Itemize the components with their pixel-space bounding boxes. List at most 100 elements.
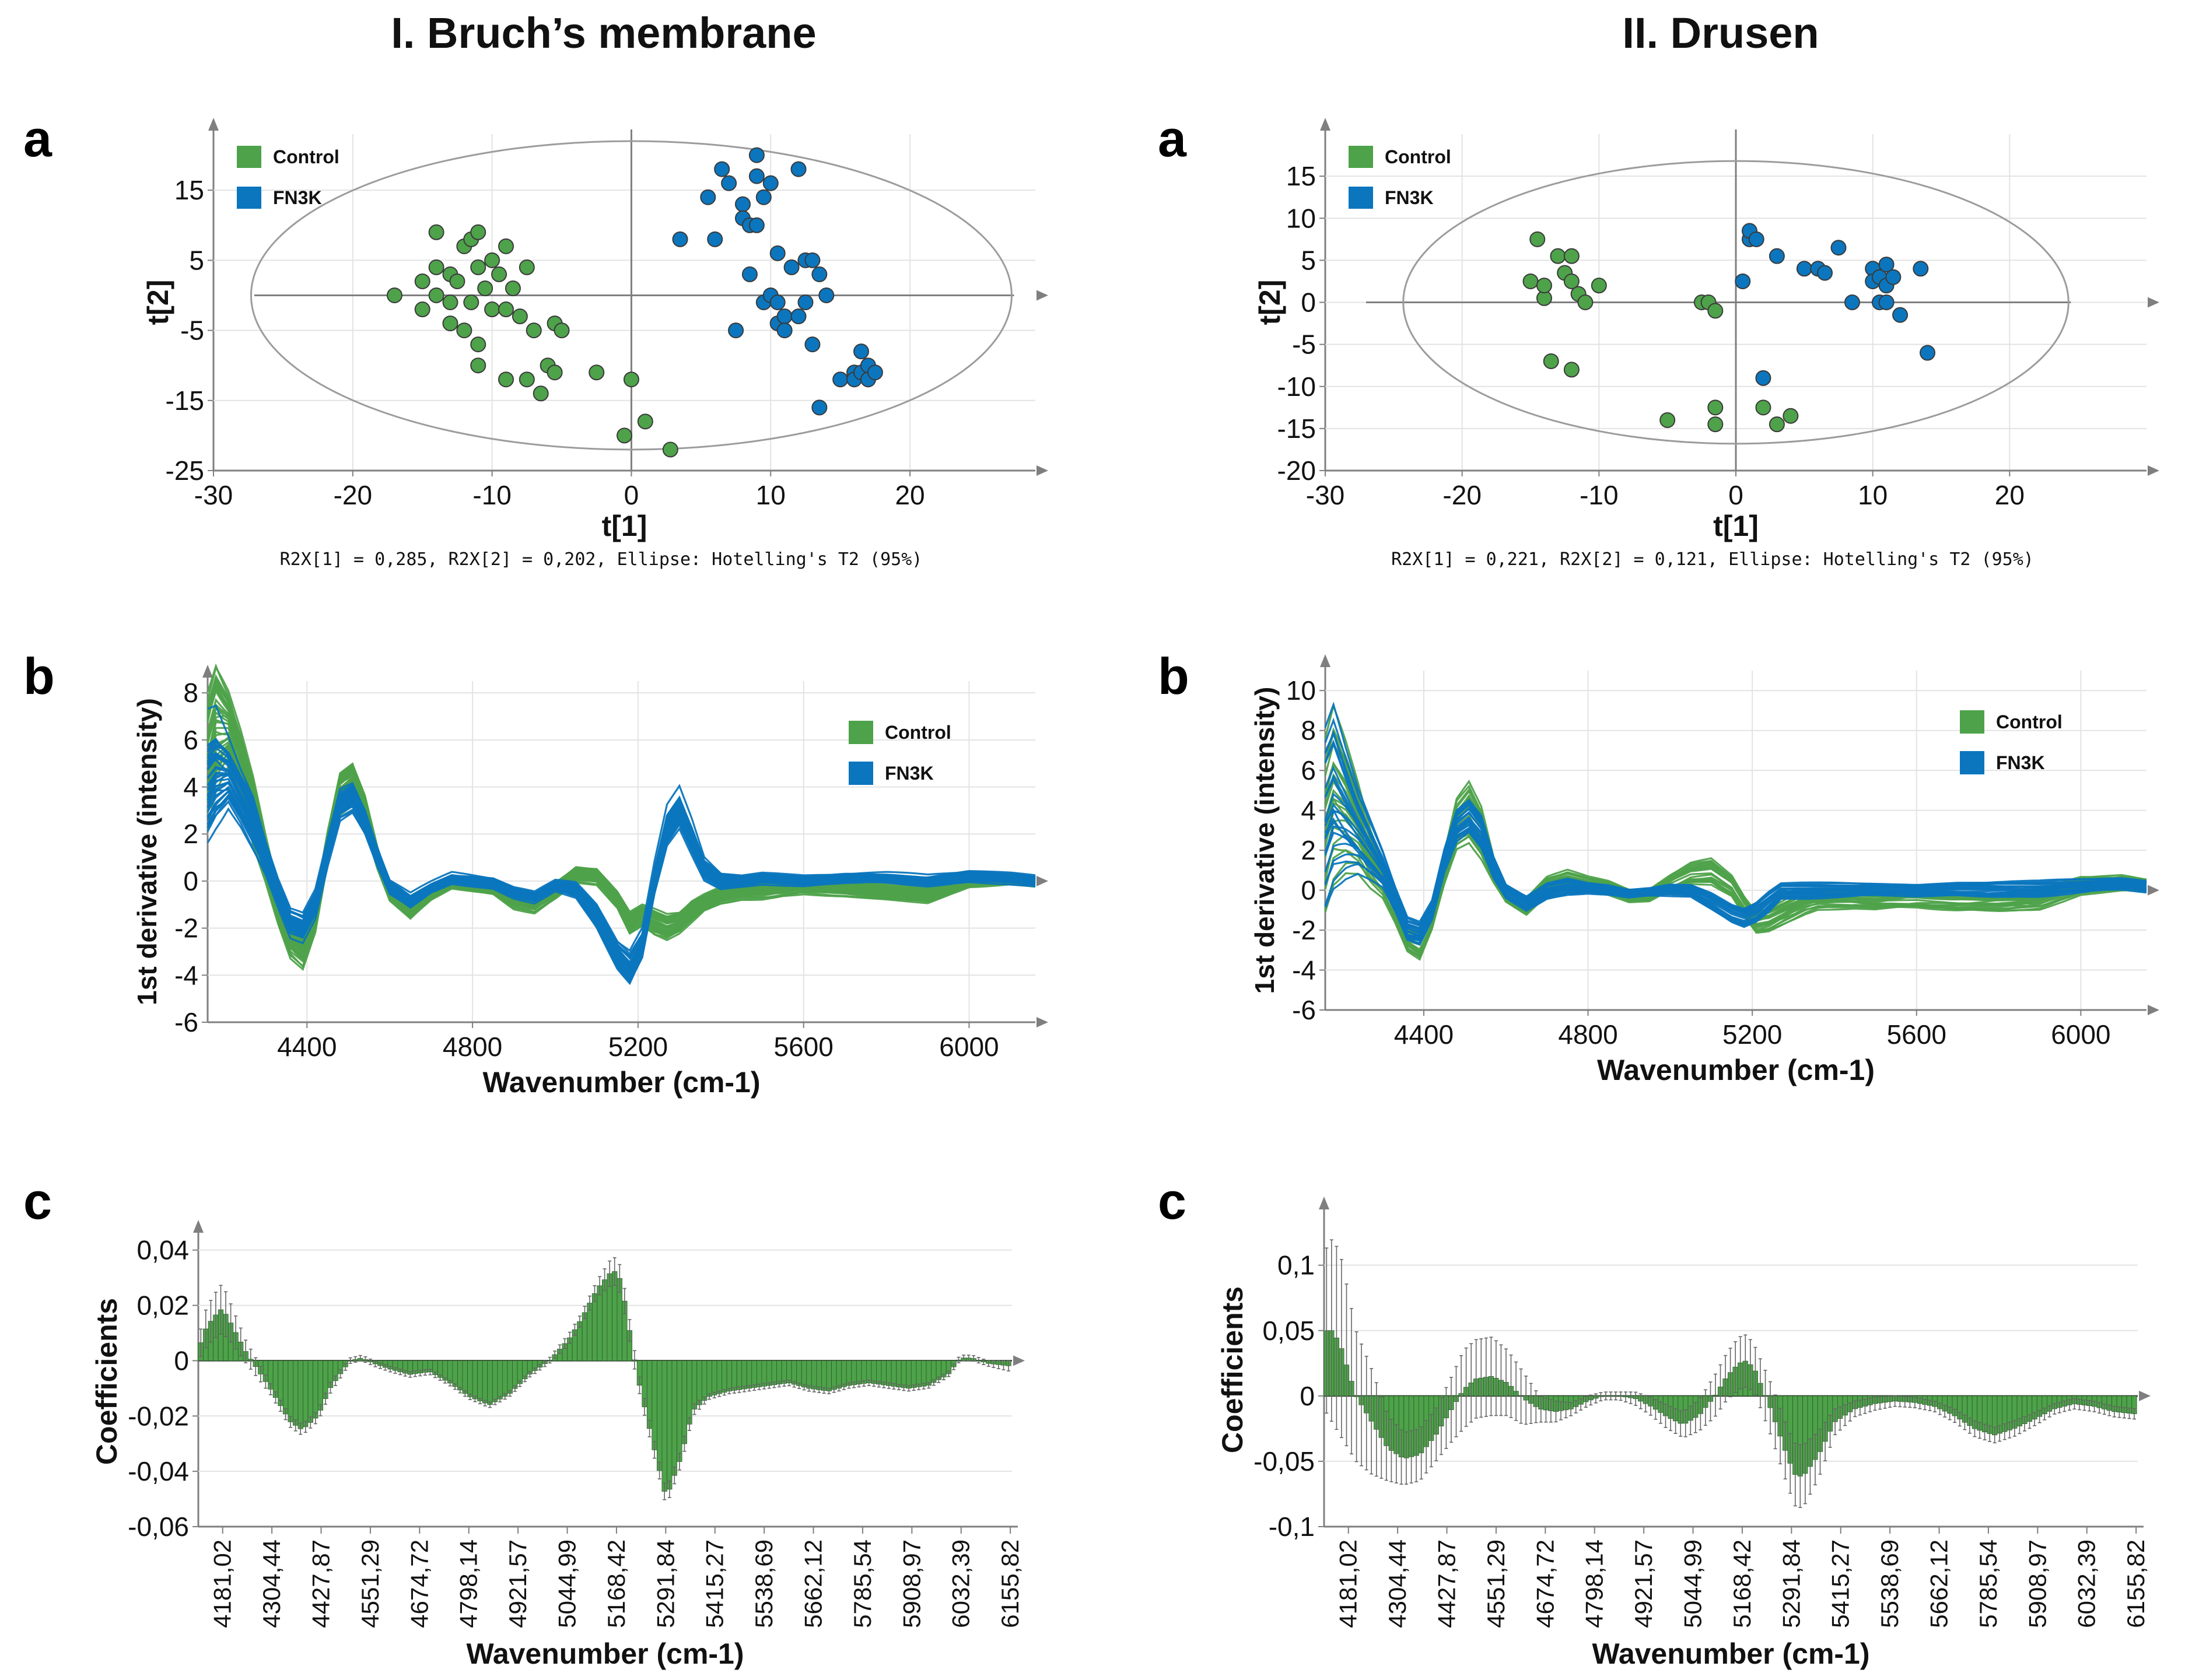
dr-scores-caption: R2X[1] = 0,221, R2X[2] = 0,121, Ellipse:… [1391,549,2034,570]
bm-spectra-x-label: Wavenumber (cm-1) [482,1066,760,1099]
bm-scores-point-control [449,273,465,289]
dr-spectra-legend-swatch-control [1960,710,1984,734]
bm-scores-point-control [414,273,430,289]
bm-coefficients-bar [746,1360,752,1389]
bm-scores-point-control [533,385,549,402]
bm-coefficients-bar [916,1360,922,1387]
bm-coefficients-bar [866,1360,872,1383]
dr-spectra-y-arrow [1320,654,1330,667]
bm-spectra-curve-control [206,764,1036,968]
bm-scores-x-tick-label: 20 [895,480,925,510]
bm-scores-point-fn3k [867,364,883,381]
bm-coefficients-x-tick-label: 5415,27 [701,1539,729,1628]
bm-coefficients-bar [876,1360,882,1385]
bm-coefficients-bar [457,1360,463,1391]
bm-coefficients-bar [751,1360,757,1388]
bm-scores-point-control [386,287,402,303]
bm-spectra-legend-swatch-fn3k [849,762,873,785]
bm-coefficients-y-label: Coefficients [90,1298,123,1465]
dr-scores-point-control [1707,303,1724,319]
bm-spectra-curve-control [206,757,1036,971]
bm-coefficients-chart: 0,04 0,02 0 -0,02 -0,04 -0,06 4181,02 4304,44 44… [90,1220,1025,1670]
bm-scores-point-fn3k [700,189,716,205]
bm-coefficients-bar [646,1360,653,1429]
dr-coefficients-x-tick-label: 4798,14 [1581,1539,1608,1628]
bm-coefficients-bar [597,1285,603,1361]
bm-scores-point-fn3k [790,161,807,177]
bm-scores-point-control [547,364,563,381]
bm-scores-point-fn3k [853,343,869,360]
bm-coefficients-x-tick-label: 4674,72 [405,1539,433,1628]
bm-coefficients-bar [851,1360,857,1386]
bm-scores-point-control [428,287,444,303]
bm-coefficients-x-tick-label: 5044,99 [554,1539,581,1628]
dr-coefficients-x-arrow [2139,1390,2151,1401]
bm-scores-point-control [512,308,528,325]
bm-scores-point-fn3k [707,231,723,247]
bm-scores-point-fn3k [769,294,786,310]
dr-coefficients-x-tick-label: 6155,82 [2122,1539,2149,1628]
dr-coefficients-x-tick-label: 4674,72 [1531,1539,1559,1628]
dr-scores-point-control [1707,399,1724,416]
dr-scores-point-fn3k [1830,240,1847,256]
dr-scores-point-fn3k [1885,269,1902,285]
bm-scores-point-fn3k [818,287,835,303]
bm-scores-point-fn3k [811,399,828,416]
bm-spectra-curve-fn3k [206,766,1036,966]
bm-coefficients-bar [886,1360,892,1386]
bm-coefficients-bar [816,1360,822,1390]
bm-coefficients-bar [591,1293,598,1361]
dr-spectra-x-arrow [2148,885,2159,896]
bm-scores-point-control [477,280,493,296]
bm-spectra-x-tick-label: 6000 [939,1032,999,1062]
dr-spectra-curve-fn3k [1324,816,2147,944]
bm-coefficients-bar [781,1360,787,1384]
bm-scores-point-fn3k [728,322,744,339]
bm-spectra-y-label: 1st derivative (intensity) [132,698,162,1005]
dr-spectra-y-tick-label: -2 [1292,915,1316,945]
bm-spectra-curve-fn3k [207,759,1036,956]
bm-scores-point-control [637,413,653,430]
bm-spectra-legend-label-control: Control [885,722,951,743]
dr-spectra-x-axis-arrow [2148,1005,2159,1015]
bm-spectra-curve-fn3k [206,778,1036,965]
bm-scores-point-fn3k [748,168,765,184]
bm-coefficients-bar [871,1360,877,1384]
dr-scores-point-control [1755,399,1771,416]
dr-scores-point-fn3k [1755,370,1771,386]
bm-coefficients-y-arrow [193,1220,204,1233]
dr-scores-point-fn3k [1769,248,1785,264]
bm-coefficients-x-tick-label: 4427,87 [307,1539,335,1628]
bm-spectra-x-tick-label: 5200 [608,1032,668,1062]
panel-letter-a-right: a [1158,110,1187,167]
bm-spectra-curve-fn3k [206,756,1036,971]
dr-coefficients-x-tick-label: 4181,02 [1335,1539,1362,1628]
bm-scores-point-fn3k [790,308,807,325]
dr-spectra-x-tick-label: 6000 [2051,1019,2110,1050]
dr-scores-point-control [1563,273,1580,289]
bm-coefficients-bar [706,1360,712,1397]
dr-spectra-legend-label-fn3k: FN3K [1996,752,2045,773]
dr-spectra-y-tick-label: 8 [1301,716,1316,746]
dr-coefficients-x-tick-label: 5785,54 [1974,1539,2002,1628]
bm-scores-point-fn3k [776,322,793,339]
bm-scores-point-fn3k [714,161,730,177]
dr-spectra-x-tick-label: 4400 [1394,1019,1454,1050]
bm-coefficients-bar [472,1360,478,1400]
bm-coefficients-x-tick-label: 5908,97 [898,1539,925,1628]
dr-scores-x-tick-label: -20 [1442,480,1481,510]
bm-coefficients-x-tick-label: 4798,14 [455,1539,482,1628]
dr-scores-point-fn3k [1748,231,1764,247]
bm-coefficients-bar [297,1360,303,1429]
bm-scores-point-fn3k [832,371,849,388]
bm-coefficients-bar [487,1360,493,1405]
bm-coefficients-bar [811,1360,817,1390]
bm-spectra-curve-fn3k [206,752,1036,965]
dr-scores-point-fn3k [1878,257,1895,273]
bm-coefficients-bar [687,1360,692,1425]
bm-scores-point-control [414,301,430,318]
bm-scores-x-tick-label: 0 [624,480,639,510]
dr-scores-point-fn3k [1878,294,1895,310]
bm-coefficients-bar [317,1360,323,1411]
dr-coefficients-x-tick-label: 5538,69 [1876,1539,1903,1628]
